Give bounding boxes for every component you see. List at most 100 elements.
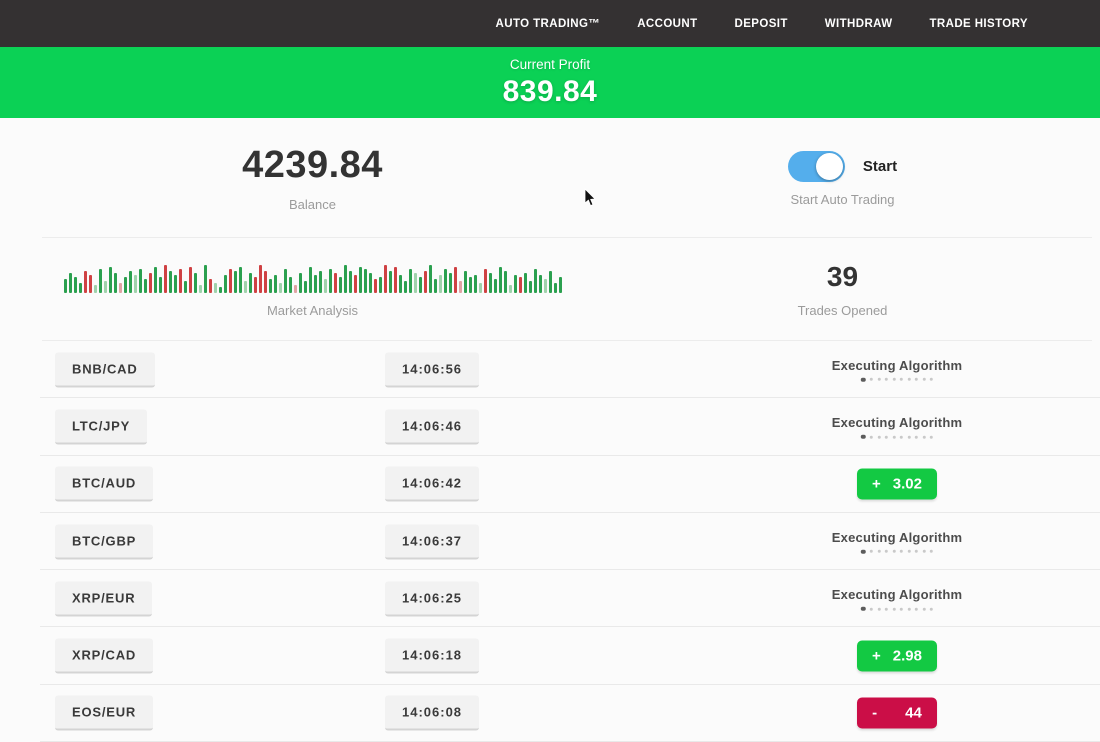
nav-item-auto-trading[interactable]: AUTO TRADING™ [495, 17, 601, 30]
candle-bar [153, 267, 157, 293]
candle-bar [123, 277, 127, 293]
table-row: LTC/JPY 14:06:46 Executing Algorithm [0, 398, 1100, 456]
candle-bar [203, 265, 207, 293]
status-cell: Executing Algorithm [832, 415, 962, 440]
candle-bar [108, 267, 112, 293]
candle-bar [173, 275, 177, 293]
status-cell: +3.02 [857, 468, 937, 500]
trades-opened-label: Trades Opened [797, 303, 888, 318]
candle-bar [518, 277, 522, 293]
progress-dots [832, 434, 962, 440]
candle-bar [418, 277, 422, 293]
table-row: BTC/AUD 14:06:42 +3.02 [0, 456, 1100, 514]
candle-bar [88, 275, 92, 293]
top-nav: AUTO TRADING™ ACCOUNT DEPOSIT WITHDRAW TRADE… [0, 0, 1100, 47]
candle-bar [443, 269, 447, 293]
nav-item-withdraw[interactable]: WITHDRAW [824, 17, 893, 30]
progress-dots [832, 606, 962, 612]
auto-trading-toggle[interactable] [787, 151, 845, 182]
candle-bar [308, 267, 312, 293]
candle-bar [68, 273, 72, 293]
pair-badge: BTC/GBP [55, 524, 154, 560]
candle-bar [273, 275, 277, 293]
candle-bar [128, 271, 132, 293]
candle-bar [423, 271, 427, 293]
candle-bar [498, 267, 502, 293]
status-cell: -44 [857, 697, 937, 729]
time-badge: 14:06:42 [385, 466, 480, 502]
auto-trading-block: Start Start Auto Trading [585, 118, 1100, 238]
candle-bar [118, 283, 122, 293]
candle-bar [283, 269, 287, 293]
time-badge: 14:06:37 [385, 524, 480, 560]
balance-value: 4239.84 [242, 144, 383, 186]
candle-bar [553, 283, 557, 293]
candle-bar [298, 273, 302, 293]
status-cell: Executing Algorithm [832, 357, 962, 382]
candle-bar [248, 273, 252, 293]
executing-algorithm-label: Executing Algorithm [831, 529, 963, 545]
candle-bar [398, 275, 402, 293]
candle-bar [143, 279, 147, 293]
table-row: XRP/CAD 14:06:18 +2.98 [0, 627, 1100, 686]
candle-bar [268, 279, 272, 293]
candle-bar [538, 275, 542, 293]
candle-bar [188, 267, 192, 293]
candle-bar [258, 265, 262, 293]
candle-bar [323, 279, 327, 293]
candle-bar [393, 267, 397, 293]
candle-bar [103, 281, 107, 293]
candle-bar [318, 271, 322, 293]
nav-item-deposit[interactable]: DEPOSIT [734, 17, 788, 30]
candle-bar [403, 281, 407, 293]
candle-bar [388, 271, 392, 293]
progress-dots [832, 549, 962, 554]
auto-trading-label: Start Auto Trading [790, 192, 895, 207]
status-cell: Executing Algorithm [832, 529, 962, 554]
time-badge: 14:06:46 [385, 409, 480, 445]
nav-item-account[interactable]: ACCOUNT [637, 17, 698, 30]
pair-badge: EOS/EUR [55, 695, 154, 731]
candle-bar [158, 277, 162, 293]
candle-bar [328, 269, 332, 293]
candle-bar [83, 271, 87, 293]
candle-bar [528, 281, 532, 293]
candle-bar [468, 277, 472, 293]
candle-bar [408, 269, 412, 293]
candle-bar [208, 279, 212, 293]
loss-badge: -44 [857, 697, 937, 729]
time-badge: 14:06:56 [385, 352, 480, 388]
candle-bar [358, 267, 362, 293]
trades-table: BNB/CAD 14:06:56 Executing Algorithm LTC/JP… [0, 341, 1100, 742]
table-row: XRP/EUR 14:06:25 Executing Algorithm [0, 570, 1100, 628]
trades-opened-block: 39 Trades Opened [585, 238, 1100, 341]
current-profit-banner: Current Profit 839.84 [0, 47, 1100, 118]
status-cell: Executing Algorithm [832, 587, 962, 612]
candle-bar [183, 281, 187, 293]
candle-bar [93, 285, 97, 293]
candle-bar [428, 265, 432, 293]
time-badge: 14:06:25 [385, 581, 480, 617]
candle-bar [503, 271, 507, 293]
candle-bar [243, 281, 247, 293]
table-row: BNB/CAD 14:06:56 Executing Algorithm [0, 341, 1100, 399]
candle-bar [313, 275, 317, 293]
pair-badge: XRP/EUR [55, 581, 153, 617]
candle-bar [198, 285, 202, 293]
toggle-knob-icon [815, 153, 843, 180]
candle-bar [133, 275, 137, 293]
executing-algorithm-label: Executing Algorithm [831, 357, 963, 373]
market-section: Market Analysis 39 Trades Opened [0, 238, 1100, 341]
candle-bar [163, 265, 167, 293]
nav-item-trade-history[interactable]: TRADE HISTORY [929, 17, 1028, 30]
balance-block: 4239.84 Balance [0, 118, 585, 238]
candle-bar [453, 267, 457, 293]
candle-bar [218, 287, 222, 293]
executing-algorithm-label: Executing Algorithm [831, 586, 963, 602]
candle-bar [483, 269, 487, 293]
candle-bar [178, 269, 182, 293]
current-profit-value: 839.84 [502, 74, 598, 108]
candle-bar [523, 273, 527, 293]
candle-bar [303, 281, 307, 293]
market-analysis-label: Market Analysis [266, 303, 359, 318]
